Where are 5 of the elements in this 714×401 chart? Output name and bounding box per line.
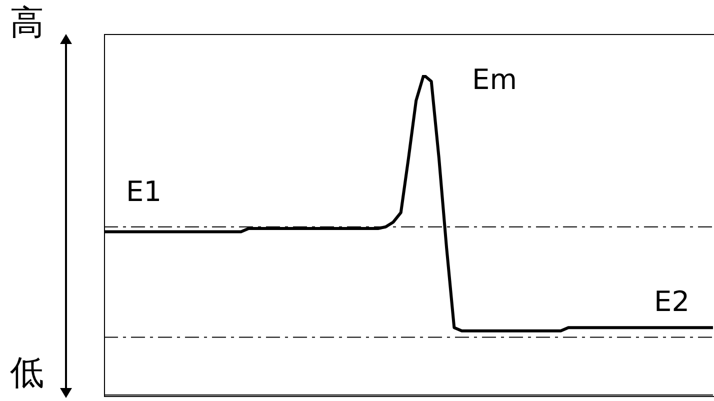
text: 低 <box>10 353 44 393</box>
annotation: Em <box>472 63 517 96</box>
text: 高 <box>10 3 44 43</box>
annotation: E1 <box>126 175 162 208</box>
annotation: E2 <box>654 285 690 318</box>
